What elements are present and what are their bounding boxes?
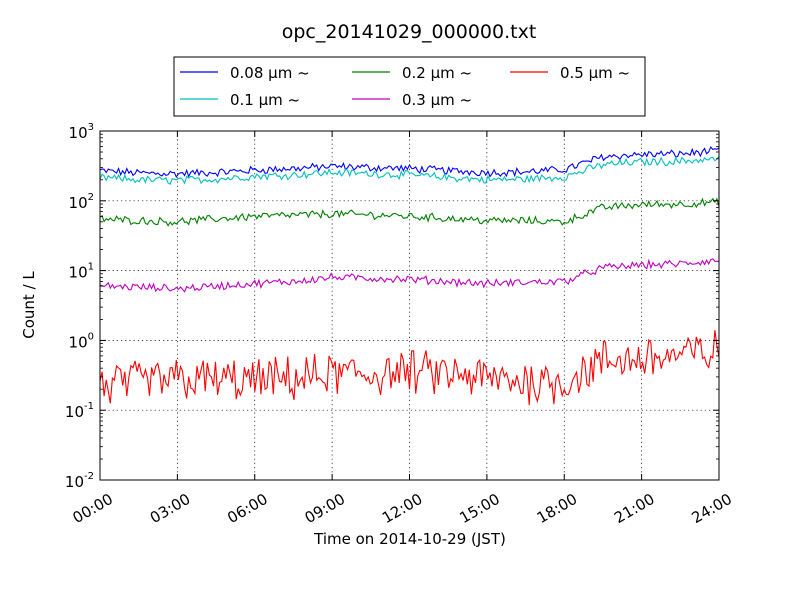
legend-label-2: 0.2 μm ~: [402, 64, 472, 82]
series-lines: [99, 146, 720, 406]
series-line-2: [99, 197, 720, 227]
y-axis-ticks: 10-2 10-1 100 101 102 103: [65, 122, 719, 491]
y-tick-label: 101: [69, 262, 94, 282]
legend-label-0: 0.08 μm ~: [230, 64, 310, 82]
legend-label-3: 0.3 μm ~: [402, 91, 472, 109]
y-tick-label: 100: [69, 331, 94, 351]
grid: [100, 131, 719, 480]
legend: 0.08 μm ~ 0.1 μm ~ 0.2 μm ~ 0.3 μm ~ 0.5 μm …: [173, 56, 646, 117]
chart-title: opc_20141029_000000.txt: [282, 21, 537, 43]
y-tick-label: 102: [69, 192, 94, 212]
legend-box: [173, 56, 646, 117]
y-tick-label: 10-1: [65, 401, 94, 421]
y-tick-label: 103: [69, 122, 94, 142]
x-axis-label: Time on 2014-10-29 (JST): [313, 530, 506, 548]
series-line-1: [99, 155, 720, 185]
legend-label-4: 0.5 μm ~: [560, 64, 630, 82]
y-tick-label: 10-2: [65, 471, 94, 491]
legend-label-1: 0.1 μm ~: [230, 91, 300, 109]
series-line-4: [99, 330, 720, 406]
y-axis-label: Count / L: [20, 271, 38, 339]
series-line-3: [99, 258, 720, 293]
series-line-0: [99, 146, 720, 179]
